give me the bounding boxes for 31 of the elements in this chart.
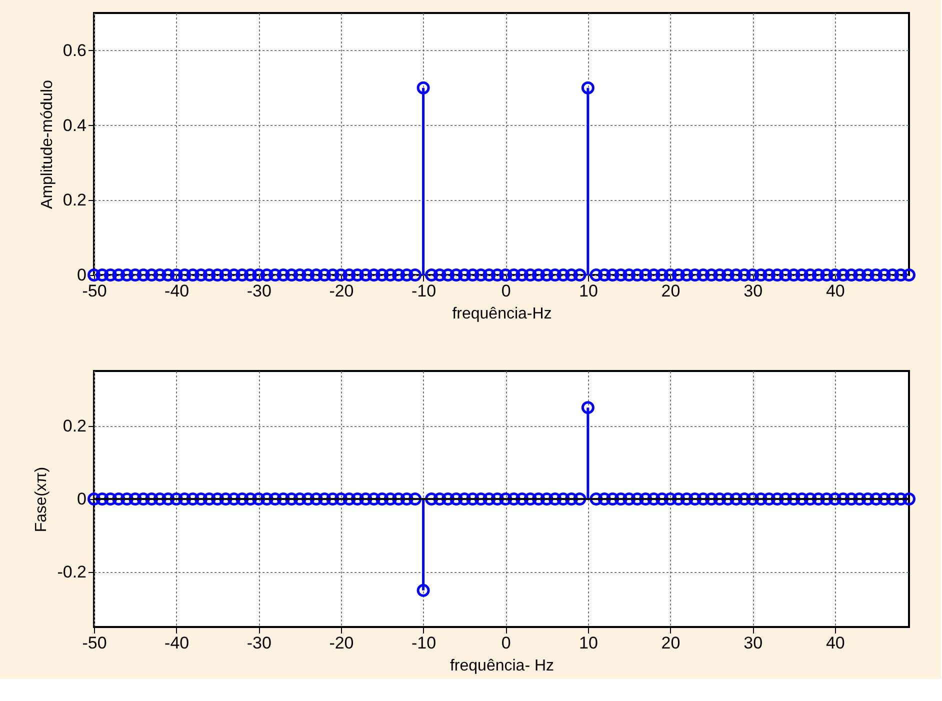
x-tick-label: 0 [501,634,511,652]
x-tick-label: 0 [501,282,511,300]
y-tick-label: 0.6 [62,40,86,60]
y-tick-label: -0.2 [57,562,86,582]
y-axis-title: Fase(xπ) [33,466,50,532]
x-tick-label: -30 [246,282,272,300]
x-tick-label: 10 [578,282,598,300]
x-tick-label: 20 [661,634,680,652]
x-axis-title: frequência- Hz [450,658,554,674]
x-tick-label: -50 [82,634,107,652]
x-tick-label: -10 [412,282,436,300]
y-tick-label: 0.2 [62,190,86,210]
x-tick-label: 30 [744,634,763,652]
y-tick-label: 0.4 [62,116,86,135]
x-tick-label: 10 [578,634,598,652]
x-tick-label: 20 [661,282,680,300]
x-tick-label: 30 [744,282,763,300]
y-tick-label: 0 [77,490,86,508]
y-tick-label: 0 [77,266,86,284]
y-tick-label: 0.2 [62,416,86,436]
x-tick-label: -40 [164,634,190,652]
x-axis-title: frequência-Hz [452,306,552,322]
x-tick-label: -50 [82,282,107,300]
x-tick-label: -20 [329,634,354,652]
x-tick-label: 40 [826,282,845,300]
y-axis-title: Amplitude-módulo [38,80,56,209]
x-tick-label: 40 [826,634,845,652]
x-tick-label: -10 [412,634,436,652]
x-tick-label: -30 [246,634,272,652]
x-tick-label: -20 [329,282,354,300]
x-tick-label: -40 [164,282,190,300]
